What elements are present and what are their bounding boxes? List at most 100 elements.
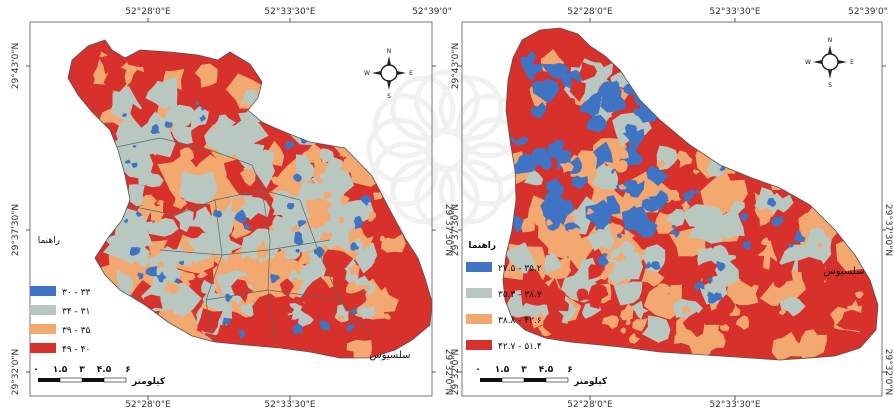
map-left-bottom-coord-2: 52°33'30"E [264,400,315,410]
map-left-patch [94,318,112,332]
map-right-patch [682,311,705,338]
map-right-patch [647,167,655,177]
map-left-patch [173,278,180,284]
map-left-patch [322,191,332,200]
map-left-legend-label-3: ۳۹ - ۳۵ [62,326,90,336]
map-left-patch [295,226,327,253]
map-left-patch [358,304,376,320]
map-left-patch [262,263,274,276]
map-left-patch [189,239,213,264]
map-right-patch [614,159,628,173]
map-right-legend-swatch-4 [466,340,492,350]
watermark-petal [438,75,504,141]
map-left-patch [234,209,247,224]
map-right-patch [835,146,845,156]
map-right-frame [461,21,883,397]
map-right-patch [639,104,658,123]
map-left-legend-label-2: ۳۴ - ۳۱ [62,307,90,317]
map-right-legend: راهنما ۲۷.۵ - ۳۵.۲ ۳۵.۳ - ۳۸.۷ ۳۸.۸ - ۴۲… [466,241,542,352]
map-left-patch [216,116,269,157]
map-left-patch [150,123,160,135]
map-left-legend: راهنما ۳۰ - ۳۳ ۳۴ - ۳۱ ۳۹ - ۳۵ ۴۹ - ۴۰ [30,236,90,355]
map-left-patch [212,209,223,218]
map-left-patch [73,63,95,91]
map-right-patch [554,139,564,152]
map-right-patch [534,71,550,82]
map-right-patch [670,229,680,238]
map-right-patch [835,221,878,272]
map-right-patch [746,142,770,161]
map-right-patch [537,278,566,305]
map-left-patch [359,195,373,207]
map-right-patch [604,329,626,348]
map-right-patch [783,174,799,185]
map-right-right-coord-2: 29°32'0"N [883,349,893,395]
map-left-patch [289,289,297,299]
map-left-patch [231,220,252,239]
map-right-top-coord-3: 52°39'0" [848,7,888,17]
map-right-patch [541,62,571,81]
map-right-patch [768,291,782,306]
map-right-top-coord-1: 52°28'0"E [567,7,613,17]
map-left-frame [29,21,433,397]
map-right-patch [657,283,670,298]
map-right-patch [613,281,643,306]
map-right-patch [701,95,730,125]
map-left-patch [257,317,284,341]
map-left-patch [116,269,134,296]
map-right-patch [741,128,780,160]
map-right-patch [720,127,741,148]
map-left-legend-swatch-1 [30,286,56,296]
map-right-patch [677,333,686,341]
map-left-patch [142,294,163,311]
map-right-patch [695,188,700,194]
map-right-bottom-coord-1: 52°28'0"E [567,400,613,410]
map-right-patch [708,123,735,144]
map-left-patch [339,150,347,158]
map-right-left-coord-2: 29°37'30"N [451,204,461,256]
map-left-patch [346,339,372,358]
map-left-patch [337,216,346,225]
map-right-top-coord-2: 52°33'30"E [709,7,760,17]
map-right-patch [586,208,595,215]
map-right-patch [604,261,616,274]
map-right-patch [632,318,648,332]
map-right-patch [625,318,631,326]
map-left-top-coord-2: 52°33'30"E [264,7,315,17]
map-right-scale-tick-3: ۳ [521,365,527,375]
map-right-patch [622,128,645,149]
map-left-patch [297,220,307,228]
map-right-patch [790,158,800,166]
map-right-patch [544,253,564,275]
map-right-patch [845,214,868,237]
map-left-patch [132,145,137,148]
map-left-patch [348,223,364,246]
map-right-patch [611,168,615,174]
map-right-patch [522,115,543,137]
map-left-patch [291,323,303,336]
map-left-patch [135,211,143,217]
map-right-legend-swatch-2 [466,288,492,298]
map-left-patch [211,324,241,347]
map-right-compass-n: N [828,37,833,44]
map-left-scale-bar: ۰ ۱.۵ ۳ ۴.۵ ۶ کیلومتر [33,365,166,387]
map-left-bottom-coord-1: 52°28'0"E [125,400,171,410]
map-left-patch [124,159,131,164]
map-right-patch [539,108,559,135]
map-left-patch [280,302,295,314]
map-left-patch [290,70,346,111]
map-left-patch [104,302,130,331]
map-left-patch [315,176,323,184]
map-right-patch [631,66,656,93]
map-left-patch [195,100,200,106]
map-left-patch [340,157,355,173]
map-left-patch [317,114,356,144]
watermark-petal [372,141,438,207]
map-left-patch [103,66,127,92]
map-left-scale-tick-3: ۳ [79,365,85,375]
map-left-left-coord-3: 29°32'0"N [11,349,21,395]
map-right-patch [671,225,676,229]
map-right-patch [711,334,718,343]
map-right-patch [771,331,803,360]
map-left-patch [319,232,333,242]
